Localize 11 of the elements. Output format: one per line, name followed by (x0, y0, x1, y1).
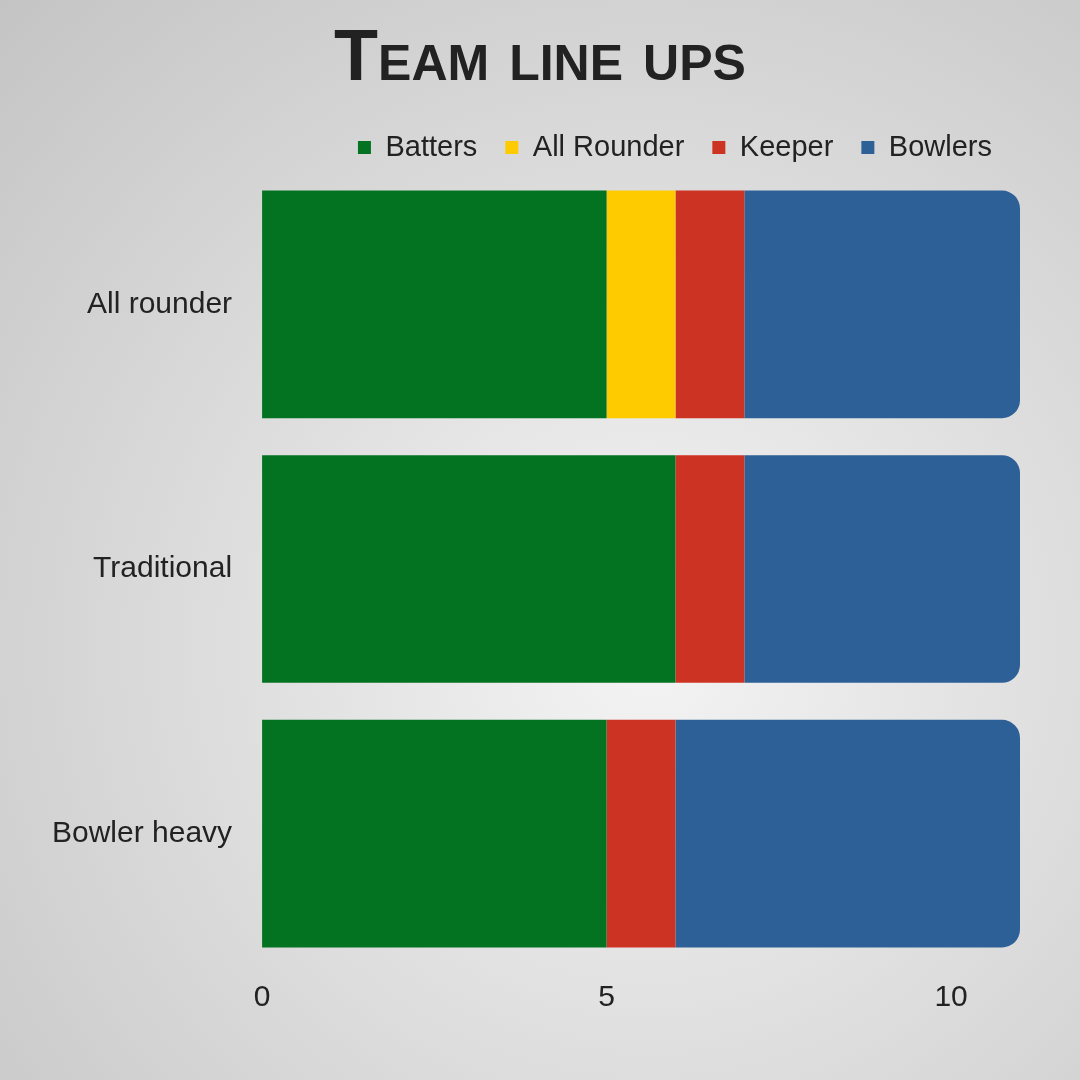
x-tick-label: 5 (598, 979, 615, 1013)
y-tick-label: Traditional (93, 550, 233, 584)
legend-label: Batters (385, 129, 478, 162)
legend-label: All Rounder (532, 129, 685, 162)
x-tick-label: 10 (934, 979, 968, 1013)
legend-label: Bowlers (888, 129, 993, 162)
x-tick-label: 0 (253, 979, 271, 1013)
y-tick-label: Bowler heavy (51, 814, 233, 848)
legend-label: Keeper (739, 129, 834, 162)
chart-title: Team line ups (333, 14, 747, 97)
y-tick-label: All rounder (87, 285, 233, 319)
